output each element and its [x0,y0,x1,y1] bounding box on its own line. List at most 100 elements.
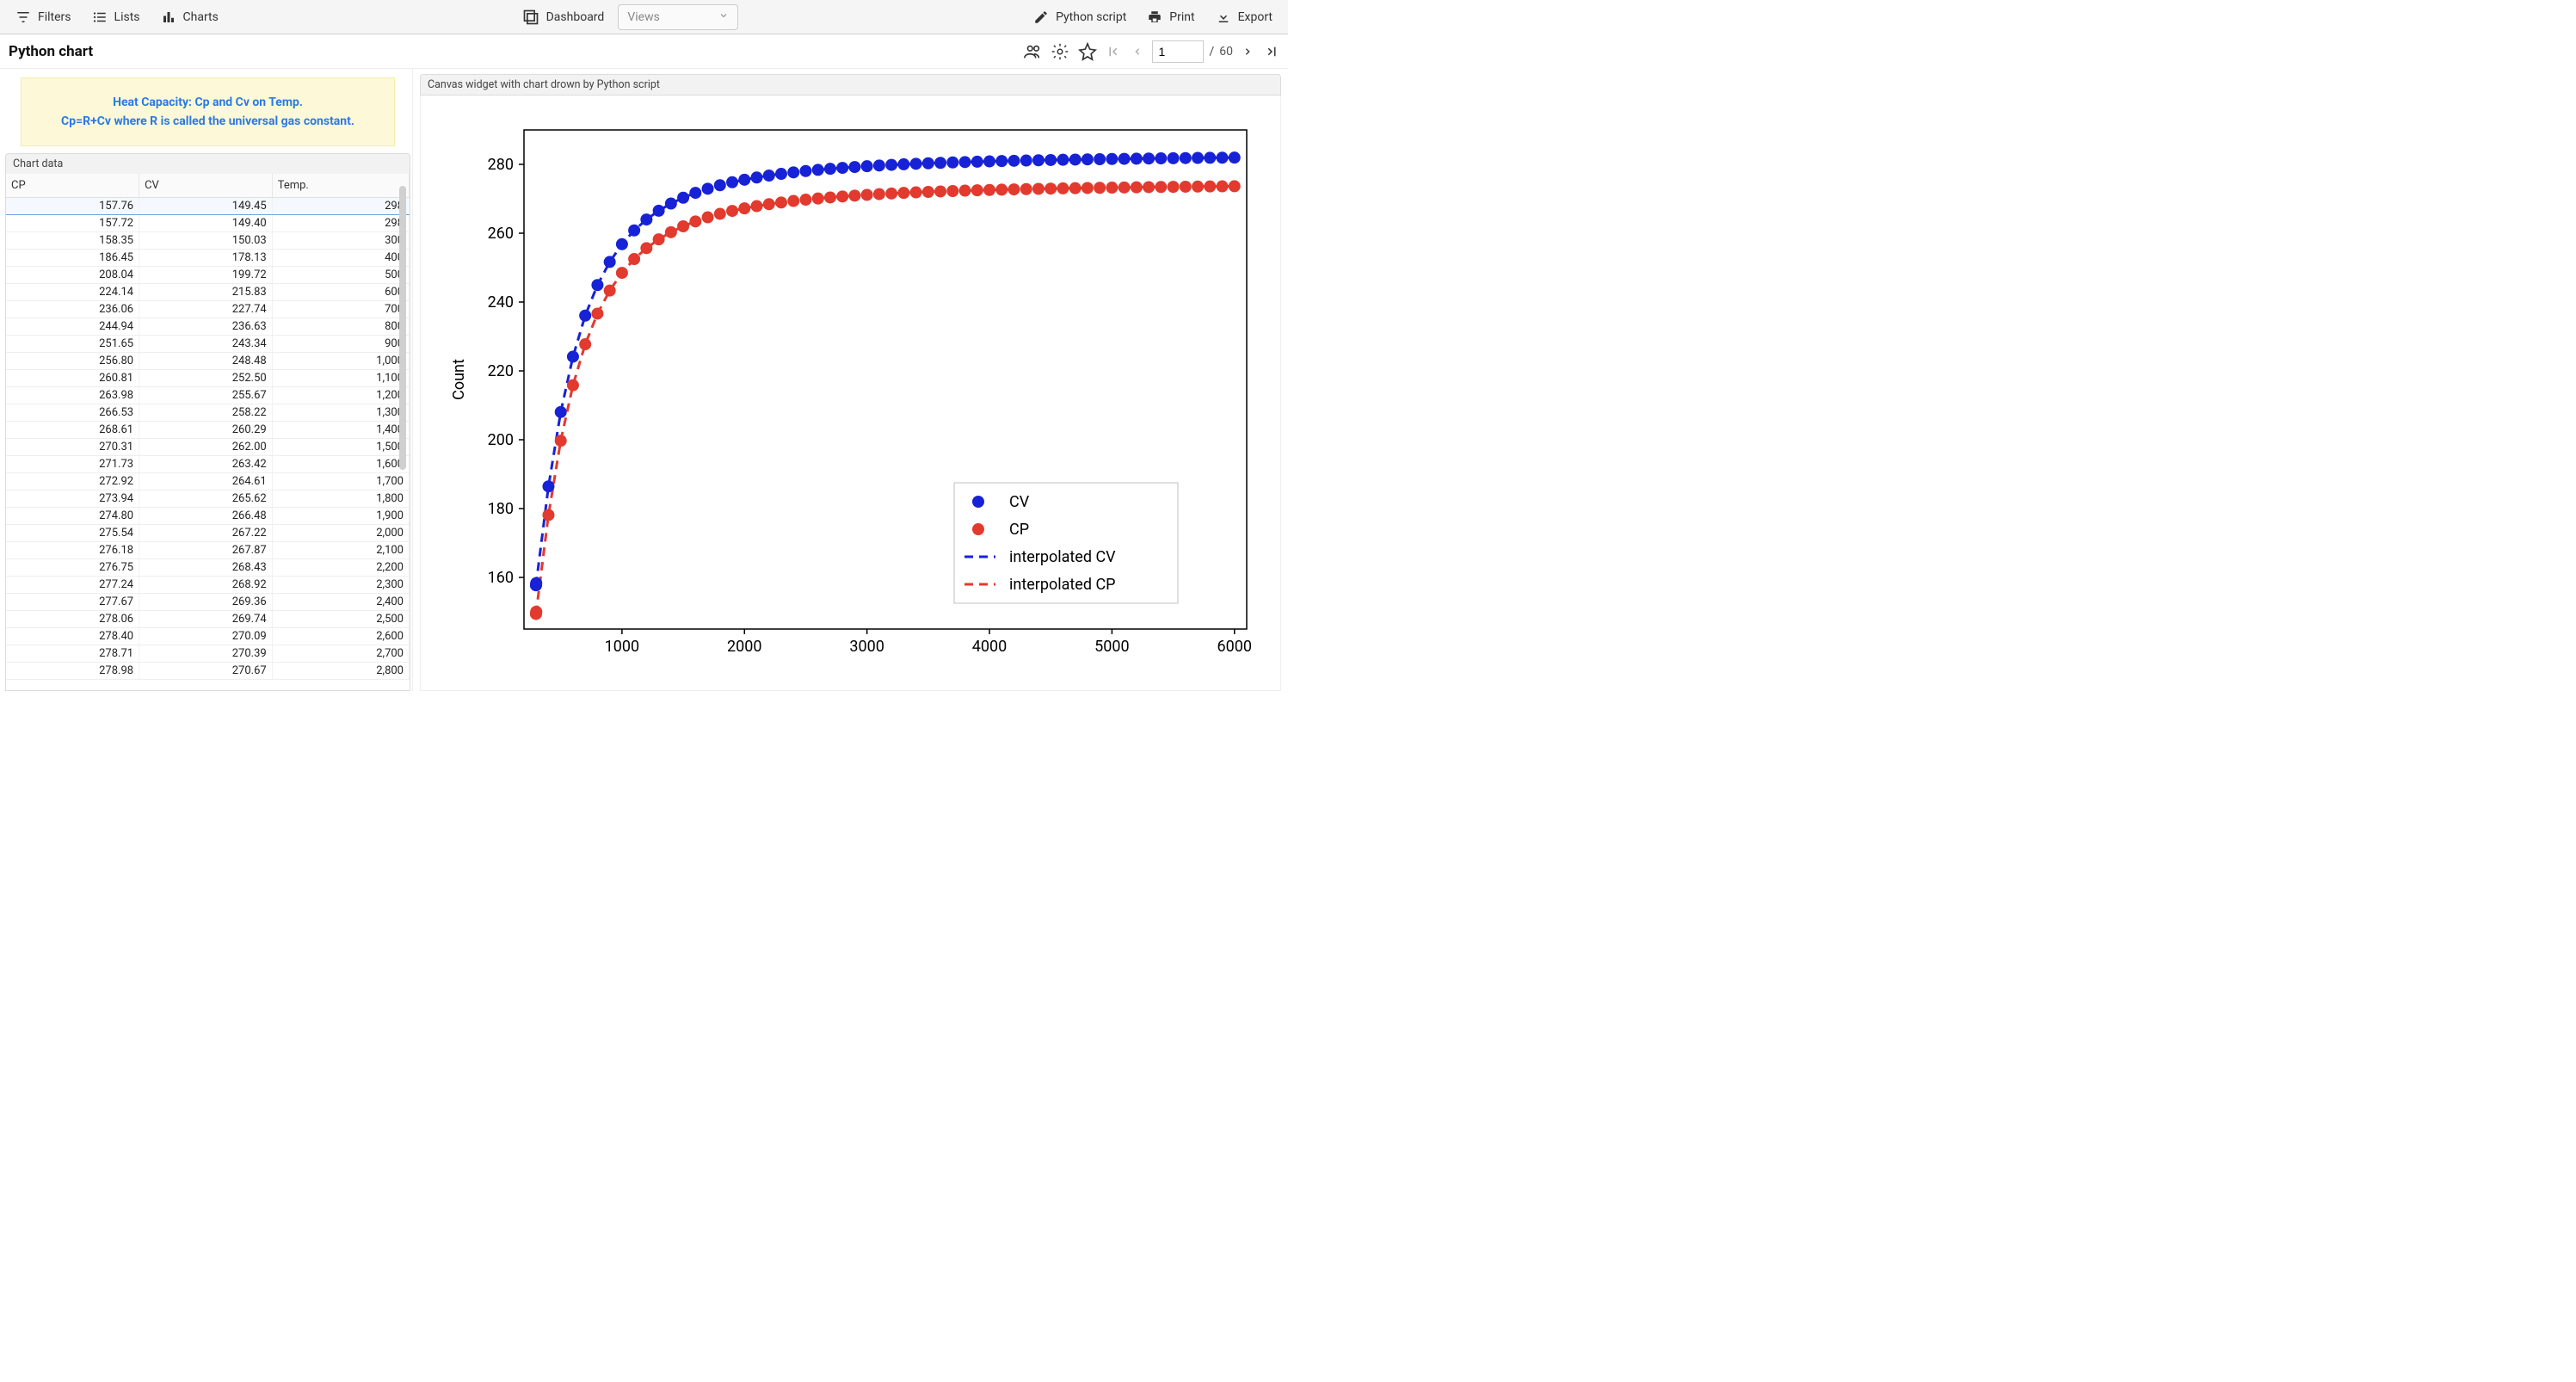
table-cell: 256.80 [6,353,139,370]
page-slash: / [1209,45,1214,59]
table-cell: 1,700 [272,473,409,490]
table-row[interactable]: 277.67269.362,400 [6,594,410,611]
gear-icon[interactable] [1051,42,1069,61]
table-row[interactable]: 260.81252.501,100 [6,370,410,387]
table-cell: 2,700 [272,645,409,663]
table-cell: 273.94 [6,490,139,508]
charts-button[interactable]: Charts [152,4,227,30]
table-cell: 1,400 [272,422,409,439]
table-row[interactable]: 157.76149.45298 [6,198,410,215]
svg-text:160: 160 [487,569,513,587]
table-cell: 149.40 [139,215,273,232]
table-cell: 600 [272,284,409,301]
table-row[interactable]: 251.65243.34900 [6,336,410,353]
table-cell: 186.45 [6,250,139,267]
table-cell: 2,500 [272,611,409,628]
chart-canvas: 1601802002202402602801000200030004000500… [429,113,1273,681]
table-row[interactable]: 208.04199.72500 [6,267,410,284]
table-cell: 2,100 [272,542,409,559]
svg-text:200: 200 [487,431,513,449]
svg-text:2000: 2000 [727,638,761,656]
table-row[interactable]: 278.40270.092,600 [6,628,410,645]
table-cell: 266.53 [6,404,139,422]
table-cell: 248.48 [139,353,273,370]
table-row[interactable]: 268.61260.291,400 [6,422,410,439]
table-cell: 270.39 [139,645,273,663]
star-icon[interactable] [1078,42,1097,61]
print-button[interactable]: Print [1138,4,1203,30]
table-cell: 800 [272,318,409,336]
table-row[interactable]: 273.94265.621,800 [6,490,410,508]
table-row[interactable]: 276.18267.872,100 [6,542,410,559]
table-cell: 300 [272,232,409,250]
table-cell: 278.71 [6,645,139,663]
table-cell: 1,100 [272,370,409,387]
table-row[interactable]: 186.45178.13400 [6,250,410,267]
data-table: CPCVTemp. 157.76149.45298157.72149.40298… [6,174,410,680]
python-script-button[interactable]: Python script [1025,4,1135,30]
views-select-label: Views [627,10,660,24]
table-cell: 149.45 [139,198,273,215]
scrollbar[interactable] [399,186,406,470]
table-cell: 255.67 [139,387,273,404]
table-cell: 244.94 [6,318,139,336]
table-cell: 270.31 [6,439,139,456]
lists-button[interactable]: Lists [83,4,149,30]
svg-text:1000: 1000 [604,638,638,656]
table-cell: 298 [272,215,409,232]
dashboard-button[interactable]: Dashboard [514,3,613,31]
table-row[interactable]: 244.94236.63800 [6,318,410,336]
table-wrap: CPCVTemp. 157.76149.45298157.72149.40298… [5,174,410,691]
table-row[interactable]: 278.98270.672,800 [6,663,410,680]
table-row[interactable]: 271.73263.421,600 [6,456,410,473]
table-cell: 1,300 [272,404,409,422]
table-row[interactable]: 158.35150.03300 [6,232,410,250]
next-page-icon[interactable] [1242,45,1255,59]
table-cell: 264.61 [139,473,273,490]
views-select[interactable]: Views [618,4,738,30]
table-cell: 2,000 [272,525,409,542]
lists-label: Lists [114,10,140,24]
print-label: Print [1169,10,1194,24]
table-cell: 268.43 [139,559,273,577]
table-cell: 900 [272,336,409,353]
table-cell: 1,800 [272,490,409,508]
column-header[interactable]: Temp. [272,174,409,198]
table-cell: 278.40 [6,628,139,645]
table-row[interactable]: 270.31262.001,500 [6,439,410,456]
table-row[interactable]: 275.54267.222,000 [6,525,410,542]
table-cell: 178.13 [139,250,273,267]
table-cell: 157.76 [6,198,139,215]
svg-text:5000: 5000 [1094,638,1129,656]
first-page-icon[interactable] [1106,44,1121,59]
table-row[interactable]: 277.24268.922,300 [6,577,410,594]
print-icon [1147,9,1162,25]
table-row[interactable]: 236.06227.74700 [6,301,410,318]
table-row[interactable]: 276.75268.432,200 [6,559,410,577]
users-icon[interactable] [1023,42,1042,61]
table-row[interactable]: 272.92264.611,700 [6,473,410,490]
page-input[interactable] [1152,40,1204,63]
svg-text:260: 260 [487,225,513,243]
table-cell: 278.06 [6,611,139,628]
column-header[interactable]: CV [139,174,273,198]
dashboard-label: Dashboard [546,10,605,24]
svg-text:Count: Count [450,359,468,400]
prev-page-icon[interactable] [1130,45,1143,59]
table-cell: 150.03 [139,232,273,250]
table-row[interactable]: 263.98255.671,200 [6,387,410,404]
table-row[interactable]: 278.06269.742,500 [6,611,410,628]
export-button[interactable]: Export [1207,4,1281,30]
last-page-icon[interactable] [1264,44,1279,59]
svg-text:280: 280 [487,156,513,174]
column-header[interactable]: CP [6,174,139,198]
table-row[interactable]: 278.71270.392,700 [6,645,410,663]
table-row[interactable]: 157.72149.40298 [6,215,410,232]
table-cell: 1,900 [272,508,409,525]
filters-button[interactable]: Filters [7,4,80,30]
table-row[interactable]: 224.14215.83600 [6,284,410,301]
table-row[interactable]: 266.53258.221,300 [6,404,410,422]
table-row[interactable]: 274.80266.481,900 [6,508,410,525]
table-row[interactable]: 256.80248.481,000 [6,353,410,370]
svg-text:interpolated CV: interpolated CV [1009,548,1116,566]
